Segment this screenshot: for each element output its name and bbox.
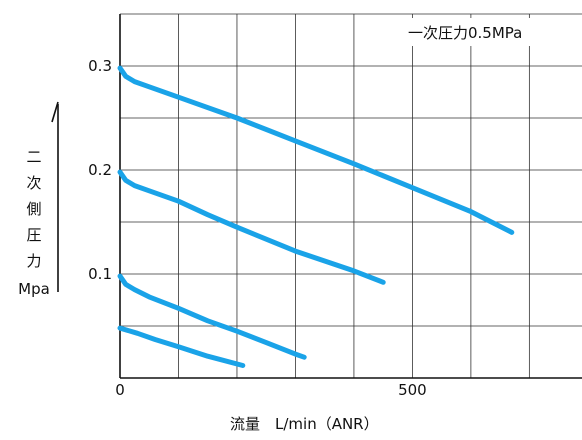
y-tick-label: 0.2 bbox=[88, 161, 112, 179]
y-axis-label-char-3: 側 bbox=[26, 200, 41, 218]
y-axis-label-unit: Mpa bbox=[18, 280, 50, 298]
y-axis-label-char-2: 次 bbox=[26, 174, 41, 192]
series-line-3 bbox=[117, 273, 307, 360]
tick-labels: 0.1 0.2 0.3 0 500 bbox=[88, 57, 427, 399]
series-line-2 bbox=[117, 169, 386, 285]
y-axis-label-char-1: 二 bbox=[26, 148, 41, 166]
series-layer bbox=[117, 65, 515, 368]
annotation-background bbox=[398, 18, 566, 46]
y-axis-arrow-icon bbox=[51, 101, 59, 292]
y-tick-label: 0.1 bbox=[88, 265, 112, 283]
y-tick-label: 0.3 bbox=[88, 57, 112, 75]
y-axis-label: 二 次 側 圧 力 Mpa bbox=[18, 148, 50, 298]
y-axis-label-char-4: 圧 bbox=[26, 226, 41, 244]
y-axis-label-char-5: 力 bbox=[26, 252, 41, 270]
annotation-label: 一次圧力0.5MPa bbox=[408, 24, 522, 42]
grid bbox=[120, 13, 582, 378]
series-line-4 bbox=[117, 325, 246, 368]
series-line-1 bbox=[117, 65, 515, 235]
x-axis-label: 流量 L/min（ANR） bbox=[230, 415, 379, 433]
x-tick-label: 0 bbox=[115, 381, 125, 399]
axes bbox=[119, 14, 582, 379]
x-tick-label: 500 bbox=[398, 381, 427, 399]
